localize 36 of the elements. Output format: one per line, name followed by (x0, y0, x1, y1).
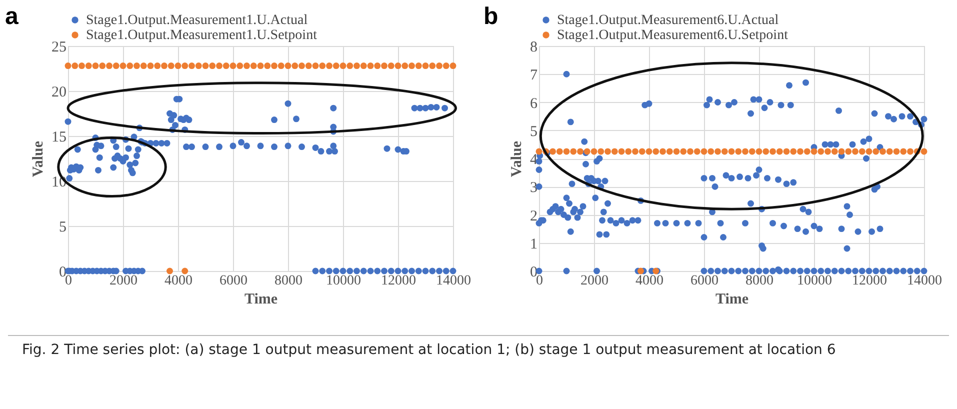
x-tick-label: 14000 (907, 274, 942, 288)
y-tick-label: 1 (530, 236, 538, 252)
x-axis-title: Time (715, 292, 749, 308)
y-axis-title: Value (30, 140, 46, 178)
y-tick-label: 7 (530, 68, 538, 84)
x-axis-title: Time (244, 292, 278, 308)
x-tick-label: 8000 (746, 274, 774, 288)
caption: Fig. 2 Time series plot: (a) stage 1 output measurement at location 1; (b) stage 1 output measurement at location 6 (8, 335, 949, 364)
y-tick-label: 15 (52, 130, 66, 146)
y-tick-label: 2 (530, 208, 538, 224)
x-tick-label: 12000 (381, 274, 416, 288)
y-tick-label: 8 (530, 40, 538, 56)
y-tick-label: 25 (52, 40, 66, 56)
y-tick-label: 6 (530, 96, 538, 112)
x-tick-label: 10000 (326, 274, 361, 288)
x-tick-label: 2000 (580, 274, 608, 288)
y-tick-label: 20 (52, 84, 66, 100)
y-tick-label: 3 (530, 180, 538, 196)
x-tick-label: 4000 (164, 274, 192, 288)
legend-label: Stage1.Output.Measurement1.U.Setpoint (86, 28, 318, 43)
x-tick-label: 6000 (690, 274, 718, 288)
x-tick-label: 2000 (110, 274, 138, 288)
y-tick-label: 5 (59, 220, 66, 236)
chart-title: a (5, 3, 19, 30)
chart-title: b (484, 3, 498, 30)
y-axis-title: Value (509, 140, 525, 178)
x-tick-label: 10000 (797, 274, 832, 288)
x-tick-label: 4000 (636, 274, 664, 288)
legend-label: Stage1.Output.Measurement6.U.Setpoint (557, 28, 788, 43)
x-tick-label: 8000 (274, 274, 302, 288)
legend-label: Stage1.Output.Measurement1.U.Actual (86, 13, 308, 28)
x-tick-label: 12000 (852, 274, 887, 288)
y-tick-label: 5 (530, 124, 538, 140)
x-tick-label: 14000 (436, 274, 471, 288)
legend-label: Stage1.Output.Measurement6.U.Actual (557, 13, 779, 28)
x-tick-label: 6000 (220, 274, 248, 288)
